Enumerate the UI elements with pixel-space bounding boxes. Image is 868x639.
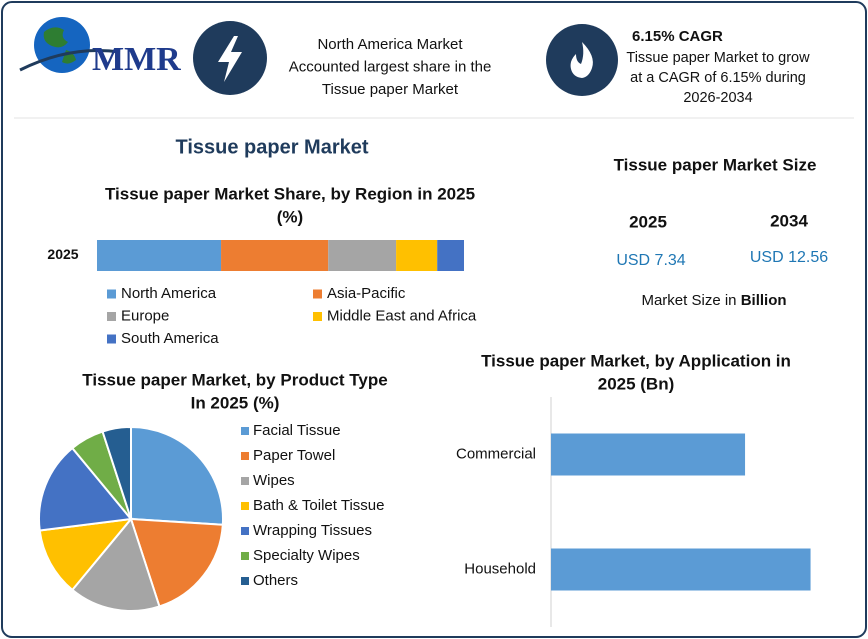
info-text: Accounted largest share in the: [289, 58, 492, 75]
legend-label: Wrapping Tissues: [253, 522, 372, 539]
bar-segment: [328, 240, 397, 271]
cagr-text: 2026-2034: [683, 90, 752, 106]
chart-title: Tissue paper Market, by Product Type: [82, 370, 387, 389]
legend-label: Others: [253, 572, 298, 589]
bar: [551, 548, 811, 591]
size-value: USD 12.56: [750, 249, 828, 266]
pie-slice: [70, 516, 161, 612]
legend-swatch: [241, 477, 249, 485]
chart-title: Tissue paper Market Share, by Region in …: [105, 184, 475, 203]
legend-label: Paper Towel: [253, 447, 335, 464]
chart-title: 2025 (Bn): [598, 374, 675, 393]
cagr-text: at a CAGR of 6.15% during: [630, 70, 806, 86]
legend-label: Bath & Toilet Tissue: [253, 497, 384, 514]
size-year: 2034: [770, 211, 808, 230]
chart-title: In 2025 (%): [191, 393, 280, 412]
legend-swatch: [241, 577, 249, 585]
pie-slice: [130, 425, 224, 526]
legend-swatch: [241, 552, 249, 560]
logo-text: MMR: [92, 41, 181, 78]
info-text: North America Market: [317, 36, 463, 53]
pie-slice: [129, 517, 224, 608]
legend-swatch: [107, 334, 116, 344]
cagr-title: 6.15% CAGR: [632, 28, 723, 45]
bar: [551, 433, 746, 476]
bar-segment: [396, 240, 438, 271]
size-note: Market Size in Billion: [641, 292, 786, 309]
legend-swatch: [241, 452, 249, 460]
legend-swatch: [241, 527, 249, 535]
category-label: Commercial: [456, 445, 536, 462]
main-title: Tissue paper Market: [175, 136, 368, 158]
size-year: 2025: [629, 212, 667, 231]
legend-swatch: [107, 312, 116, 321]
legend-swatch: [313, 289, 322, 299]
size-title: Tissue paper Market Size: [614, 155, 817, 174]
lightning-icon: [218, 36, 242, 82]
pie-slice: [101, 425, 132, 520]
legend-swatch: [241, 427, 249, 435]
size-value: USD 7.34: [616, 252, 685, 269]
legend-label: North America: [121, 285, 217, 302]
legend-label: South America: [121, 330, 219, 347]
legend-swatch: [313, 312, 322, 321]
cagr-text: Tissue paper Market to grow: [626, 50, 810, 66]
size-unit: Billion: [741, 292, 787, 309]
chart-title: (%): [277, 207, 303, 226]
legend-label: Wipes: [253, 472, 295, 489]
info-text: Tissue paper Market: [322, 81, 459, 98]
legend-swatch: [241, 502, 249, 510]
icon-circle: [546, 24, 618, 96]
legend-swatch: [107, 289, 116, 299]
category-label: 2025: [47, 246, 78, 262]
chart-title: Tissue paper Market, by Application in: [481, 351, 791, 370]
legend-label: Specialty Wipes: [253, 547, 360, 564]
legend-label: Middle East and Africa: [327, 307, 477, 324]
bar-segment: [221, 240, 329, 271]
legend-label: Asia-Pacific: [327, 285, 406, 302]
pie-slice: [38, 446, 133, 532]
flame-icon: [570, 42, 593, 78]
legend-label: Facial Tissue: [253, 422, 341, 439]
size-note-text: Market Size in: [641, 292, 736, 309]
bar-segment: [437, 240, 464, 271]
pie-slice: [38, 517, 134, 592]
logo-swoosh: [19, 49, 121, 72]
category-label: Household: [464, 560, 536, 577]
legend-label: Europe: [121, 307, 169, 324]
bar-segment: [97, 240, 222, 271]
